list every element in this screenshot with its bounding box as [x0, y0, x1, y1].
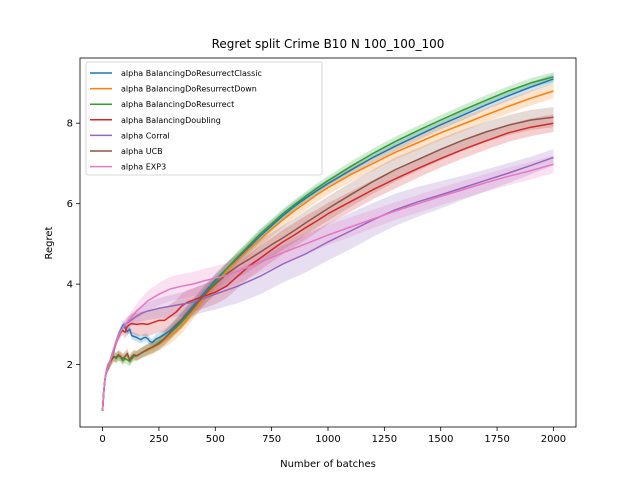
x-axis-label: Number of batches	[280, 459, 376, 470]
series-line	[101, 116, 554, 411]
x-tick-label: 2000	[541, 434, 566, 445]
x-tick-label: 1000	[315, 434, 340, 445]
series-line	[101, 76, 554, 411]
x-tick-label: 1250	[372, 434, 397, 445]
series-line	[101, 163, 554, 411]
legend-label: alpha BalancingDoubling	[121, 116, 221, 125]
legend-label: alpha BalancingDoResurrect	[121, 100, 234, 109]
x-tick-label: 1500	[428, 434, 453, 445]
y-tick-label: 2	[67, 360, 73, 371]
y-tick-label: 4	[67, 280, 73, 291]
series-lines	[101, 76, 554, 411]
x-tick-label: 500	[206, 434, 225, 445]
y-tick-label: 6	[67, 199, 73, 210]
legend-label: alpha UCB	[121, 147, 163, 156]
legend-label: alpha BalancingDoResurrectClassic	[121, 69, 262, 78]
legend-label: alpha BalancingDoResurrectDown	[121, 85, 257, 94]
x-tick-label: 250	[149, 434, 168, 445]
chart-title: Regret split Crime B10 N 100_100_100	[212, 37, 445, 51]
y-tick-label: 8	[67, 119, 73, 130]
legend-label: alpha Corral	[121, 131, 170, 140]
y-axis: 2 4 6 8	[67, 119, 80, 371]
x-axis: 0 250 500 750 1000 1250 1500 1750 2000	[99, 427, 566, 445]
x-tick-label: 750	[262, 434, 281, 445]
legend-box	[85, 61, 323, 176]
legend-label: alpha EXP3	[121, 163, 166, 172]
x-tick-label: 0	[99, 434, 105, 445]
y-axis-label: Regret	[44, 226, 55, 259]
legend: alpha BalancingDoResurrectClassic alpha B…	[85, 61, 323, 176]
x-tick-label: 1750	[484, 434, 509, 445]
